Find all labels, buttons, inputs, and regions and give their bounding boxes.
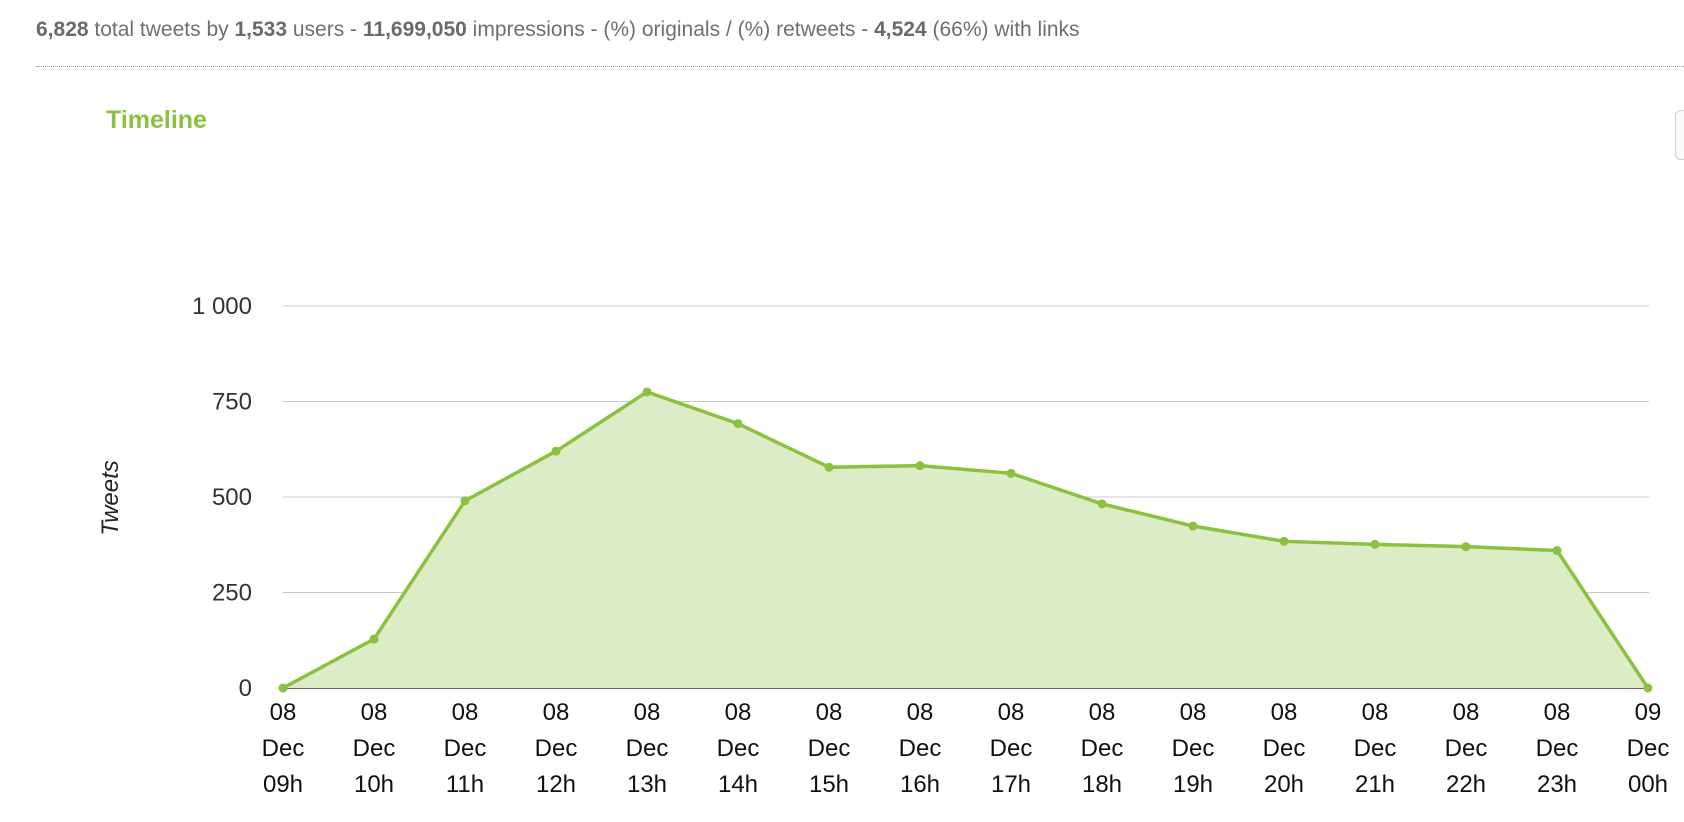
data-point — [1643, 683, 1653, 693]
data-point — [1552, 545, 1562, 555]
series-line — [282, 390, 1650, 690]
impressions-label: impressions - (%) originals / (%) retwee… — [466, 18, 875, 41]
x-tick-label: 08 Dec 22h — [1445, 699, 1488, 798]
data-point — [551, 446, 561, 456]
users-label: users - — [287, 18, 363, 41]
x-tick-label: 08 Dec 12h — [535, 699, 578, 798]
data-point — [369, 634, 379, 644]
data-points — [278, 387, 1653, 693]
total-tweets-count: 6,828 — [36, 18, 89, 41]
x-tick-label: 08 Dec 20h — [1263, 699, 1306, 798]
y-axis-label: Tweets — [97, 460, 124, 536]
data-point — [460, 496, 470, 506]
data-point — [733, 419, 743, 429]
data-point — [1188, 521, 1198, 531]
x-tick-label: 08 Dec 15h — [808, 699, 851, 798]
x-tick-label: 08 Dec 11h — [444, 699, 487, 798]
y-tick-label: 500 — [212, 484, 252, 511]
dotted-divider — [36, 66, 1684, 67]
x-tick-label: 08 Dec 17h — [990, 699, 1033, 798]
impressions-count: 11,699,050 — [362, 18, 467, 41]
summary-stats: 6,828 total tweets by 1,533 users - 11,6… — [36, 18, 1080, 42]
x-tick-label: 08 Dec 09h — [262, 699, 305, 798]
x-tick-label: 08 Dec 21h — [1354, 699, 1397, 798]
data-point — [278, 683, 288, 693]
data-point — [915, 461, 925, 471]
area-fill — [283, 391, 1648, 688]
chart-menu-tab[interactable] — [1675, 110, 1684, 160]
y-tick-label: 1 000 — [192, 293, 252, 320]
y-tick-label: 250 — [212, 580, 252, 607]
links-label: (66%) with links — [926, 18, 1080, 41]
x-tick-label: 08 Dec 19h — [1172, 699, 1215, 798]
x-tick-label: 09 Dec 00h — [1627, 699, 1670, 798]
data-point — [642, 387, 652, 397]
x-axis-ticks: 08 Dec 09h 08 Dec 10h 08 Dec 11h 08 Dec 12h 08 Dec 13h… — [262, 699, 1670, 798]
total-tweets-label: total tweets by — [88, 18, 235, 41]
data-point — [1279, 536, 1289, 546]
x-tick-label: 08 Dec 13h — [626, 699, 669, 798]
chart-title: Timeline — [106, 106, 207, 134]
x-tick-label: 08 Dec 14h — [717, 699, 760, 798]
data-point — [1370, 539, 1380, 549]
links-count: 4,524 — [874, 18, 927, 41]
timeline-chart: Timeline 0 250 500 750 1 000 Tweets 08 Dec 09h… — [97, 106, 1670, 798]
data-point — [1097, 499, 1107, 509]
data-point — [1006, 468, 1016, 478]
x-tick-label: 08 Dec 18h — [1081, 699, 1124, 798]
x-tick-label: 08 Dec 10h — [353, 699, 396, 798]
y-tick-label: 750 — [212, 389, 252, 416]
data-point — [824, 462, 834, 472]
y-axis-ticks: 0 250 500 750 1 000 — [192, 293, 252, 702]
y-tick-label: 0 — [239, 675, 252, 702]
data-point — [1461, 542, 1471, 552]
x-tick-label: 08 Dec 16h — [899, 699, 942, 798]
x-tick-label: 08 Dec 23h — [1536, 699, 1579, 798]
users-count: 1,533 — [234, 18, 288, 41]
